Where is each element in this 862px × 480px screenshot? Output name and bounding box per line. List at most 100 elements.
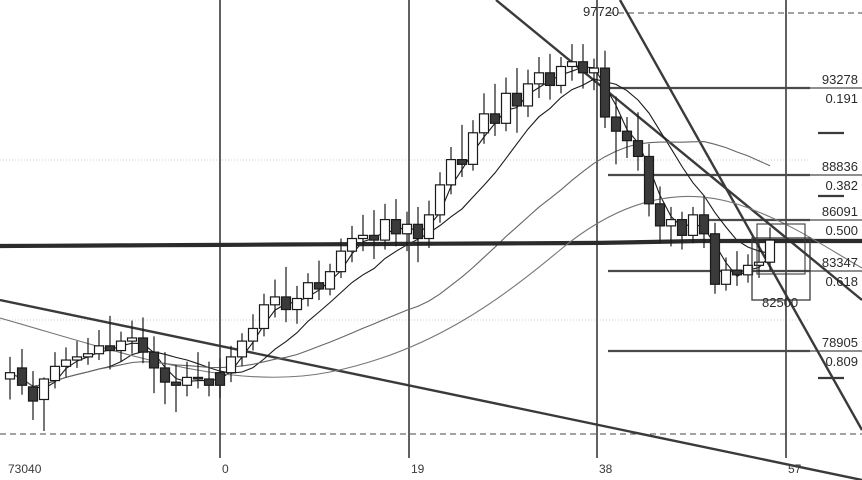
candle-body-up <box>379 218 391 241</box>
candlestick <box>478 93 490 144</box>
candle-body-up <box>588 67 600 74</box>
candlestick <box>137 317 149 364</box>
candle-body-up <box>225 356 237 374</box>
candle-body-down <box>632 140 644 158</box>
candlestick <box>170 364 182 413</box>
candle-body-up <box>500 92 512 124</box>
candlestick <box>555 57 567 94</box>
candle-body-up <box>49 365 61 382</box>
trendline-lower-descending <box>618 0 862 431</box>
candle-body-down <box>511 92 523 107</box>
candlestick <box>445 146 457 195</box>
candlestick <box>489 83 501 136</box>
candlestick <box>148 336 160 394</box>
candlestick <box>720 257 732 291</box>
candlestick <box>643 143 655 217</box>
candlestick <box>357 214 369 252</box>
fib-price-label: 78905 <box>821 335 858 350</box>
candlestick <box>71 341 83 368</box>
candle-body-up <box>687 214 699 236</box>
candlestick <box>313 260 325 301</box>
candlestick <box>247 314 259 351</box>
candle-body-up <box>434 184 446 216</box>
candle-body-up <box>291 297 303 311</box>
candle-body-down <box>643 155 655 205</box>
candlestick <box>291 285 303 324</box>
candlestick <box>654 186 666 244</box>
candlestick <box>632 112 644 171</box>
candlestick <box>159 352 171 405</box>
x-axis-tick-label: 0 <box>222 462 229 476</box>
candle-body-down <box>27 386 39 402</box>
candle-body-up <box>720 269 732 285</box>
fib-price-label: 93278 <box>821 72 858 87</box>
candlestick <box>742 254 754 283</box>
moving-average-secondary <box>0 195 862 378</box>
candle-body-down <box>731 269 743 276</box>
candlestick <box>665 206 677 247</box>
candle-body-up <box>742 264 754 276</box>
candlestick <box>27 371 39 421</box>
fib-price-label: 88836 <box>821 159 858 174</box>
candle-body-up <box>269 296 281 306</box>
candle-body-up <box>126 337 138 342</box>
candle-body-down <box>610 116 622 132</box>
candlestick <box>49 352 61 389</box>
candlestick <box>698 195 710 248</box>
swing-low-box <box>751 237 811 301</box>
candlestick <box>599 50 611 129</box>
candlestick <box>511 68 523 133</box>
fib-ratio-label: 0.618 <box>825 274 858 289</box>
candlestick <box>544 53 556 100</box>
fib-price-label: 83347 <box>821 255 858 270</box>
candlestick <box>126 320 138 354</box>
trendline-upper-descending <box>495 0 862 301</box>
candle-body-up <box>665 218 677 227</box>
x-axis-tick-label: 19 <box>411 462 425 476</box>
candle-body-up <box>302 282 314 300</box>
moving-average-medium <box>9 78 771 387</box>
candle-body-down <box>368 234 380 241</box>
candle-body-up <box>115 340 127 352</box>
candlestick <box>566 44 578 81</box>
candlestick <box>434 172 446 223</box>
fib-ratio-label: 0.382 <box>825 178 858 193</box>
candlestick <box>38 377 50 432</box>
candle-body-up <box>335 250 347 273</box>
candlestick <box>500 77 512 132</box>
candle-body-up <box>181 376 193 386</box>
swing-high-label: 97720 <box>583 4 620 19</box>
candle-body-down <box>709 233 721 285</box>
candle-body-down <box>654 203 666 227</box>
candle-body-up <box>401 223 413 235</box>
candlestick <box>104 315 116 370</box>
candlestick <box>731 251 743 286</box>
candlestick <box>621 117 633 159</box>
fib-ratio-label: 0.809 <box>825 354 858 369</box>
candlestick <box>456 124 468 177</box>
candle-body-up <box>38 378 50 401</box>
candlestick <box>4 356 16 400</box>
trendline-long-descending <box>0 298 862 480</box>
candlestick <box>258 293 270 337</box>
x-axis-tick-label: 38 <box>599 462 613 476</box>
candle-body-up <box>4 372 16 380</box>
candlestick <box>192 352 204 389</box>
candle-body-up <box>93 345 105 355</box>
candle-body-up <box>247 327 259 342</box>
candle-body-down <box>544 72 556 87</box>
candle-body-down <box>214 372 226 386</box>
candlestick <box>324 263 336 296</box>
candle-body-up <box>522 83 534 107</box>
candle-body-up <box>324 271 336 290</box>
candlestick <box>16 348 28 395</box>
candlestick <box>236 333 248 367</box>
candle-body-down <box>412 223 424 240</box>
candle-body-down <box>104 345 116 352</box>
candle-body-up <box>445 159 457 186</box>
candle-body-up <box>533 72 545 85</box>
candlestick <box>225 345 237 383</box>
candlestick <box>577 44 589 89</box>
candle-body-down <box>203 378 215 386</box>
